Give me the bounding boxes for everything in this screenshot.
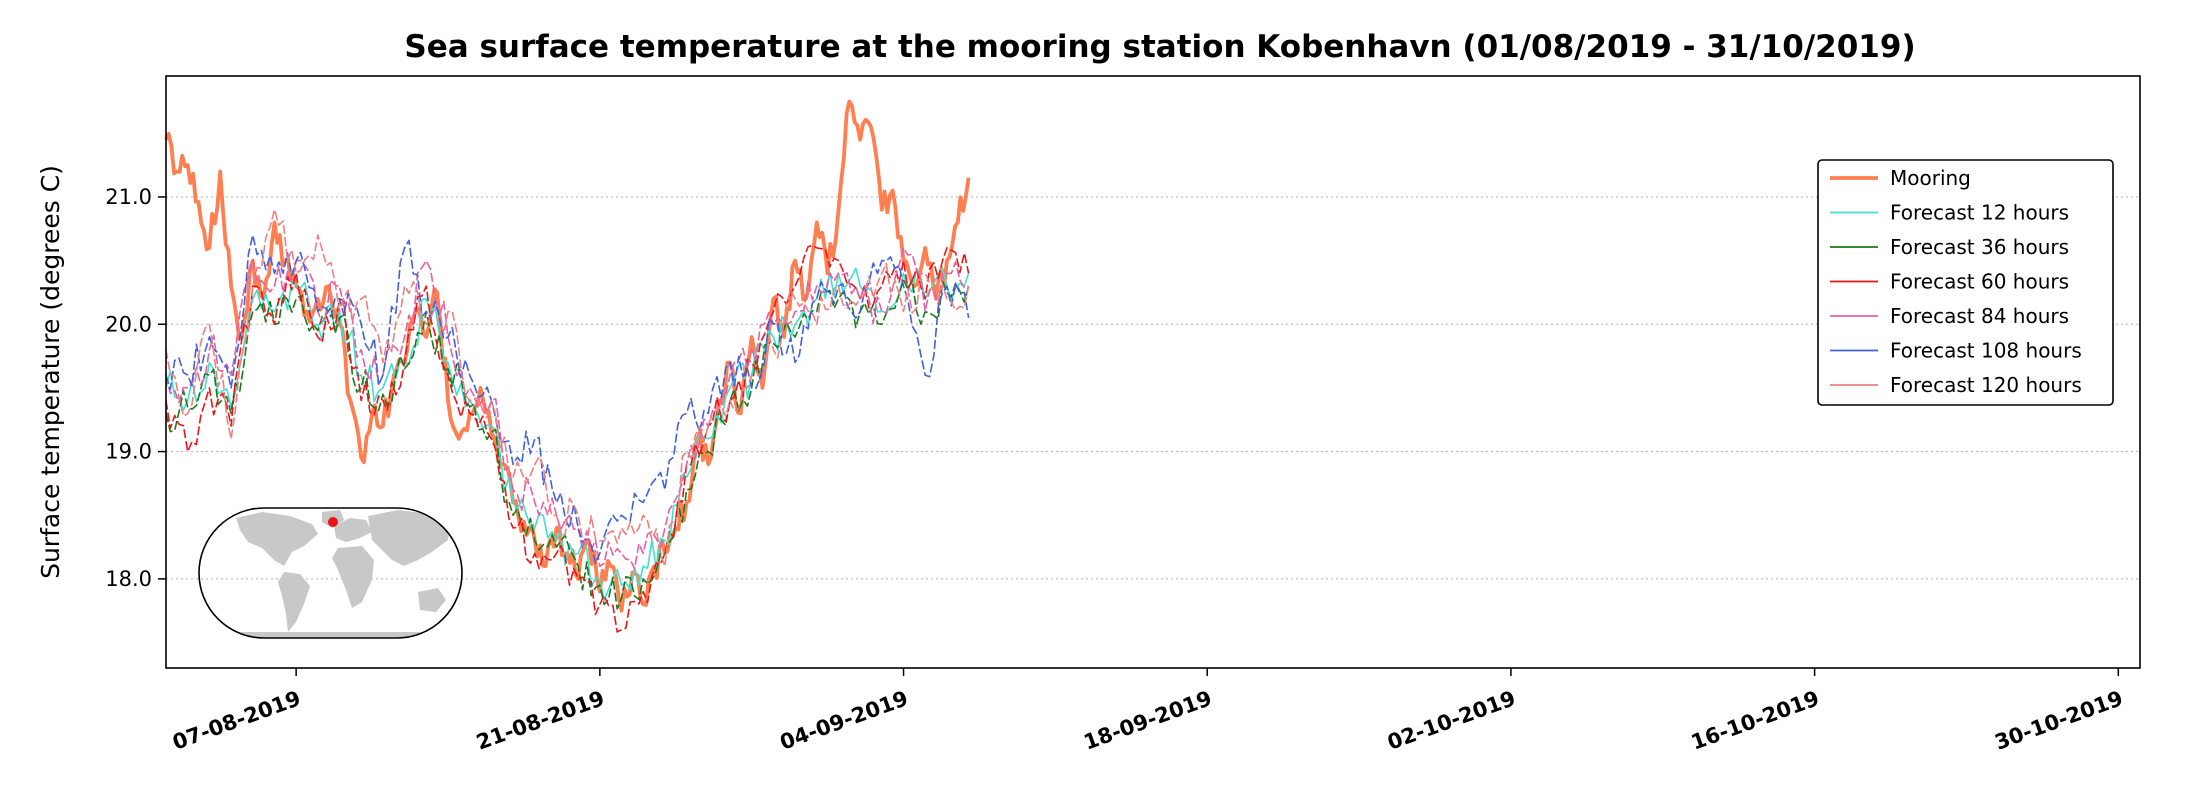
y-tick-label: 18.0	[105, 567, 152, 591]
y-tick-label: 20.0	[105, 312, 152, 336]
asia-shape	[368, 510, 450, 566]
legend-label: Forecast 84 hours	[1890, 304, 2069, 328]
series-line-forecast-12-hours	[165, 267, 970, 601]
legend-label: Forecast 36 hours	[1890, 235, 2069, 259]
legend-items: Mooring Forecast 12 hours Forecast 36 hour…	[1830, 166, 2082, 397]
series-line-forecast-60-hours	[165, 244, 970, 633]
antarctica-shape	[210, 632, 460, 638]
inset-world-map	[198, 507, 463, 639]
x-tick-label: 07-08-2019	[169, 686, 303, 754]
x-axis-ticks: 07-08-2019 21-08-2019 04-09-2019 18-09-2019…	[169, 668, 2126, 755]
legend-label: Forecast 60 hours	[1890, 270, 2069, 294]
x-tick-label: 04-09-2019	[777, 686, 911, 754]
south-america-shape	[278, 572, 310, 632]
legend-label: Forecast 12 hours	[1890, 201, 2069, 225]
chart-title: Sea surface temperature at the mooring s…	[404, 29, 1915, 65]
y-axis-ticks: 18.0 19.0 20.0 21.0	[105, 185, 166, 591]
legend: Mooring Forecast 12 hours Forecast 36 hour…	[1817, 159, 2114, 406]
x-tick-label: 02-10-2019	[1384, 686, 1518, 754]
x-tick-label: 18-09-2019	[1081, 686, 1215, 754]
gridlines	[166, 196, 2140, 580]
x-tick-label: 30-10-2019	[1992, 686, 2126, 754]
inset-map-border	[198, 507, 463, 639]
africa-shape	[332, 546, 374, 608]
legend-label: Mooring	[1890, 166, 1971, 190]
legend-label: Forecast 108 hours	[1890, 339, 2082, 363]
series-line-forecast-36-hours	[165, 278, 970, 610]
y-tick-label: 19.0	[105, 440, 152, 464]
north-america-shape	[236, 512, 318, 566]
europe-shape	[334, 518, 372, 542]
legend-label: Forecast 120 hours	[1890, 373, 2082, 397]
x-tick-label: 16-10-2019	[1688, 686, 1822, 754]
australia-shape	[418, 588, 446, 612]
legend-box	[1817, 159, 2114, 406]
series-line-forecast-120-hours	[165, 208, 970, 567]
kobenhavn-location-marker	[328, 517, 338, 527]
series-lines	[164, 99, 971, 633]
plot-frame	[165, 75, 2141, 669]
x-tick-label: 21-08-2019	[473, 686, 607, 754]
y-tick-label: 21.0	[105, 185, 152, 209]
y-axis-label: Surface temperature (degrees C)	[36, 165, 65, 579]
